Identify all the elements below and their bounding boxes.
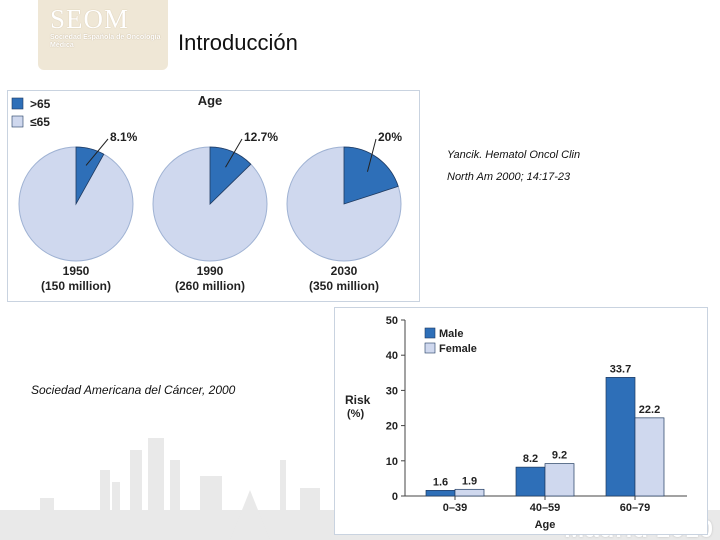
pie-1950-value-label: 8.1% <box>110 130 138 144</box>
y-tick-label: 40 <box>386 350 398 362</box>
pie-chart-panel: >65 ≤65 Age 8.1% 1950 (150 million) 12.7% 19… <box>7 90 420 302</box>
y-tick-label: 20 <box>386 421 398 433</box>
pie-1990-year-label: 1990 <box>197 264 224 278</box>
pie-2030-year-label: 2030 <box>331 264 358 278</box>
bar-source-citation: Sociedad Americana del Cáncer, 2000 <box>31 383 236 397</box>
pie-source-citation-line2: North Am 2000; 14:17-23 <box>447 171 571 183</box>
y-axis-unit: (%) <box>347 408 364 420</box>
seom-logo: SEOM Sociedad Española de Oncología Médi… <box>38 0 168 70</box>
pie-2030-over-65-slice <box>343 146 399 205</box>
pie-1950-population-label: (150 million) <box>41 279 111 293</box>
pie-source-citation-line1: Yancik. Hematol Oncol Clin <box>447 149 581 161</box>
x-axis-label: Age <box>535 519 556 531</box>
y-tick-label: 0 <box>392 491 398 503</box>
legend-swatch-female <box>424 342 436 354</box>
logo-name: SEOM <box>50 4 130 34</box>
bar-male-1 <box>515 466 546 497</box>
legend-label-under-65: ≤65 <box>30 115 50 129</box>
bar-male-2 <box>605 377 636 497</box>
x-tick-label: 40–59 <box>530 502 561 514</box>
pie-2030-population-label: (350 million) <box>309 279 379 293</box>
bar-value-label: 33.7 <box>610 363 631 375</box>
y-axis-label: Risk <box>345 393 371 407</box>
pie-1950-leader-line <box>85 138 109 166</box>
pie-1990-over-65-slice <box>209 146 252 205</box>
bar-value-label: 9.2 <box>552 450 567 462</box>
bar-chart-panel: Male Female Risk (%) Age 0 10 20 30 40 50 1.6 1… <box>334 307 708 535</box>
legend-label-female: Female <box>439 343 477 355</box>
bar-female-1 <box>544 463 575 497</box>
bar-value-label: 22.2 <box>639 404 660 416</box>
bar-female-2 <box>634 417 665 497</box>
bar-female-0 <box>454 488 485 497</box>
pie-2030-value-label: 20% <box>378 130 402 144</box>
bar-male-0 <box>425 490 456 497</box>
pie-1990-value-label: 12.7% <box>244 130 278 144</box>
y-tick-label: 10 <box>386 456 398 468</box>
bar-value-label: 1.9 <box>462 475 477 487</box>
slide-title: Introducción <box>178 30 298 55</box>
logo-subtitle: Sociedad Española de Oncología Médica <box>50 34 161 49</box>
pie-2030-leader-line <box>366 138 377 172</box>
legend-swatch-under-65 <box>11 115 24 128</box>
y-tick-label: 30 <box>386 385 398 397</box>
pie-1950-year-label: 1950 <box>63 264 90 278</box>
pie-1950-over-65-slice <box>75 146 105 206</box>
pie-title: Age <box>198 93 223 108</box>
x-tick-label: 0–39 <box>443 502 467 514</box>
legend-label-male: Male <box>439 328 463 340</box>
bar-value-label: 8.2 <box>523 453 538 465</box>
pie-1990-leader-line <box>225 138 243 168</box>
cancer-risk-bar-chart: Male Female Risk (%) Age 0 10 20 30 40 50 1.6 1… <box>345 315 687 531</box>
x-tick-label: 60–79 <box>620 502 651 514</box>
age-pie-charts: >65 ≤65 Age 8.1% 1950(150 million) 12.7% 19… <box>11 93 402 293</box>
bar-value-label: 1.6 <box>433 476 448 488</box>
y-tick-label: 50 <box>386 315 398 327</box>
legend-label-over-65: >65 <box>30 97 51 111</box>
legend-swatch-over-65 <box>11 97 24 110</box>
pie-1990-population-label: (260 million) <box>175 279 245 293</box>
legend-swatch-male <box>424 327 436 339</box>
